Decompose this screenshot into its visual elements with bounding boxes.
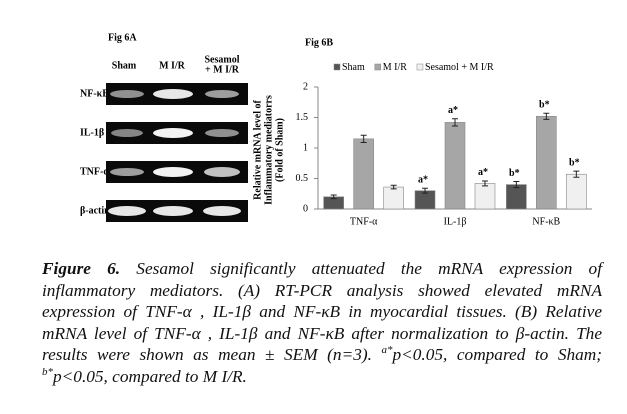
x-tick-label: TNF-α [350,216,378,227]
significance-label: a* [418,175,428,186]
caption-sup: a* [381,344,393,357]
y-tick-label: 0.5 [296,173,309,184]
bar [474,183,496,210]
error-bar [482,180,488,187]
row-label: TNF-α [80,166,109,177]
gel-band [205,129,239,137]
y-axis-title-line: Inflammatory mediatorrs [263,95,274,205]
legend-label: Sham [342,62,365,73]
error-bar [422,187,428,194]
error-bar [452,118,458,127]
y-tick-label: 1 [303,142,308,153]
x-tick-label: NF-κB [532,216,560,227]
column-label: M I/R [159,60,186,71]
gel-band [203,206,241,216]
error-bar [513,181,520,189]
legend-label: Sesamol + M I/R [425,62,494,73]
column-label: Sham [112,60,137,71]
y-tick-label: 1.5 [296,112,309,123]
row-label: β-actin [80,205,110,216]
gel-band [111,129,143,137]
significance-label: a* [448,105,458,116]
bar [536,115,557,210]
y-axis-title: Relative mRNA level of Inflammatory medi… [252,95,285,205]
legend-swatch [333,63,341,71]
caption: Figure 6. Sesamol significantly attenuat… [42,258,602,387]
legend-swatch [416,63,424,71]
bar [353,138,374,210]
caption-label: Figure 6. [42,259,121,278]
gel-band [153,167,193,177]
caption-text: p<0.05, compared to M I/R. [53,366,247,386]
bar [383,186,404,210]
chart-title: Fig 6B [305,37,333,48]
gel-band [110,90,144,98]
figure: Fig 6A Sham M I/R Sesamol + M I/R NF-κB … [80,32,592,227]
gel-band [110,168,144,176]
column-label: + M I/R [205,64,240,75]
gel-band [205,90,239,98]
y-tick-label: 0 [303,203,308,214]
significance-label: a* [478,167,488,178]
x-tick-label: IL-1β [444,216,467,227]
error-bar [360,134,367,144]
y-tick-label: 2 [303,81,308,92]
caption-text: p<0.05, compared to Sham; [392,345,603,364]
panel-title: Fig 6A [108,32,137,43]
gel-band [153,206,193,216]
legend-label: M I/R [383,62,408,73]
gel-band [153,128,193,138]
gel-band [108,206,146,216]
y-axis-title-line: Relative mRNA level of [252,99,263,199]
column-label: Sesamol [205,54,240,65]
bar [566,173,587,210]
bar [444,122,466,210]
row-label: IL-1β [80,127,104,138]
panel-a: Fig 6A Sham M I/R Sesamol + M I/R NF-κB … [80,32,248,222]
error-bar [573,170,580,178]
significance-label: b* [509,168,520,179]
y-axis-title-line: (Fold of Sham) [274,118,285,182]
error-bar [330,194,337,200]
caption-sup: b* [42,365,53,378]
significance-label: b* [539,100,550,111]
caption-text: Sesamol significantly attenuated the mRN… [42,259,602,364]
error-bar [543,112,550,120]
legend-swatch [374,63,382,71]
bar [506,184,527,210]
error-bar [390,184,397,190]
gel-band [153,89,193,99]
significance-label: b* [569,157,580,168]
gel-band [204,167,240,177]
row-label: NF-κB [80,88,109,99]
